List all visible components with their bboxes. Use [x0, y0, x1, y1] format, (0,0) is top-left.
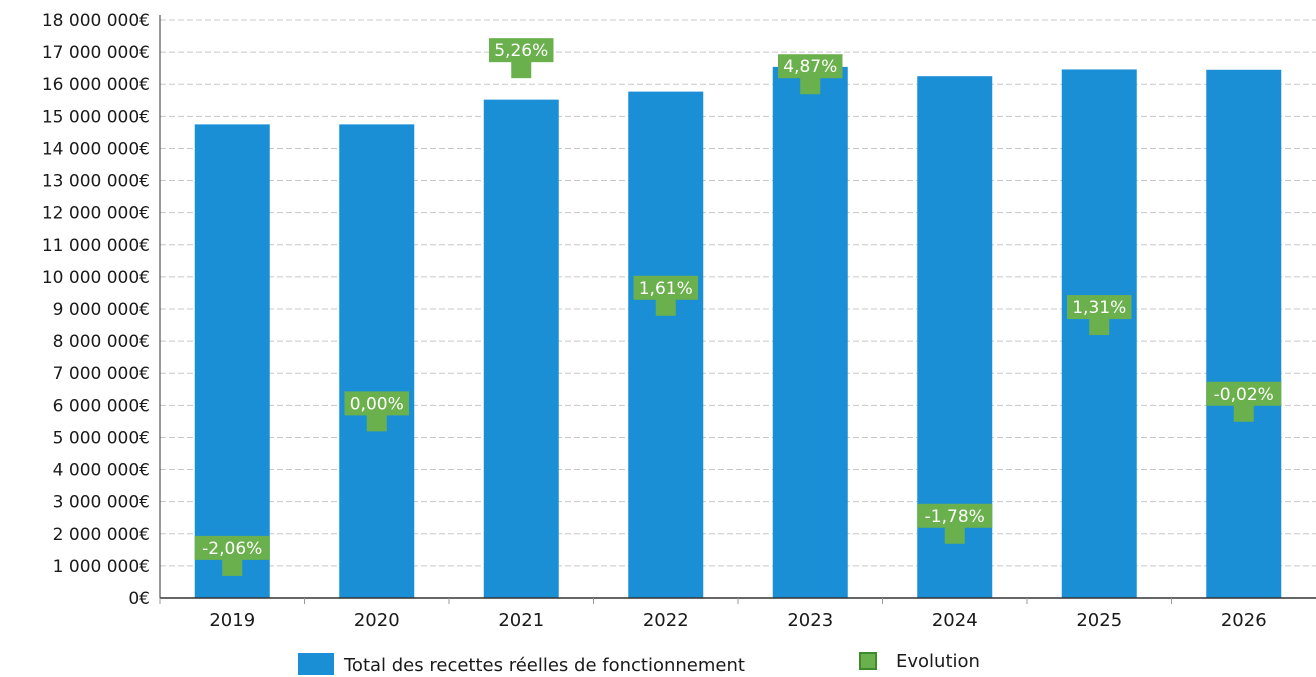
evolution-series: -2,06% 0,00% 5,26% 1,61% 4,87% -1,78% 1,31% -0,…	[194, 38, 1282, 576]
bar	[772, 66, 848, 599]
evolution-label-box	[1067, 295, 1132, 320]
y-tick-label: 11 000 000€	[42, 236, 150, 256]
y-tick-label: 15 000 000€	[42, 107, 150, 127]
evolution-marker	[1233, 403, 1254, 422]
evolution-label: -0,02%	[1214, 385, 1274, 405]
evolution-label: 4,87%	[783, 57, 837, 77]
evolution-marker	[222, 557, 243, 576]
y-tick-label: 4 000 000€	[53, 461, 150, 481]
y-tick-label: 9 000 000€	[53, 300, 150, 320]
grid-lines	[160, 19, 1316, 567]
evolution-label-box	[489, 38, 554, 63]
y-tick-label: 0€	[128, 589, 150, 609]
evolution-label: 1,31%	[1072, 298, 1126, 318]
y-tick-label: 17 000 000€	[42, 43, 150, 63]
x-axis: 2019 2020 2021 2022 2023 2024 2025 2026	[159, 15, 1316, 631]
y-tick-label: 14 000 000€	[42, 139, 150, 159]
evolution-label-box	[633, 275, 698, 300]
evolution-label: 0,00%	[350, 394, 404, 414]
x-tick-label: 2026	[1221, 610, 1267, 631]
bar	[339, 124, 415, 598]
evolution-label: -1,78%	[925, 507, 985, 527]
x-tick-label: 2024	[932, 610, 978, 631]
evolution-marker	[511, 60, 532, 79]
bar	[628, 91, 704, 598]
y-tick-label: 10 000 000€	[42, 268, 150, 288]
y-tick-label: 5 000 000€	[53, 428, 150, 448]
evolution-label-box	[194, 535, 270, 560]
y-axis: 0€ 1 000 000€ 2 000 000€ 3 000 000€ 4 000 00…	[42, 11, 150, 609]
evolution-marker	[1089, 317, 1110, 336]
bar	[483, 99, 559, 598]
legend-label-total: Total des recettes réelles de fonctionne…	[343, 655, 745, 676]
x-tick-label: 2025	[1076, 610, 1122, 631]
evolution-marker	[944, 525, 965, 544]
legend-label-evolution: Evolution	[896, 651, 980, 672]
x-tick-label: 2022	[643, 610, 689, 631]
x-tick-label: 2021	[498, 610, 544, 631]
y-tick-label: 6 000 000€	[53, 396, 150, 416]
evolution-marker	[800, 76, 821, 95]
evolution-label-box	[778, 54, 843, 79]
y-tick-label: 12 000 000€	[42, 204, 150, 224]
legend-swatch-total	[298, 653, 334, 675]
evolution-label-box	[344, 391, 409, 416]
bar-series	[194, 66, 1282, 599]
evolution-label: 5,26%	[494, 41, 548, 61]
legend-swatch-evolution	[859, 652, 877, 670]
y-tick-label: 18 000 000€	[42, 11, 150, 31]
evolution-marker	[366, 413, 387, 432]
x-tick-label: 2023	[787, 610, 833, 631]
evolution-marker	[655, 297, 676, 316]
y-tick-label: 1 000 000€	[53, 557, 150, 577]
evolution-label: 1,61%	[639, 279, 693, 299]
x-tick-label: 2020	[354, 610, 400, 631]
evolution-label-box	[917, 503, 993, 528]
y-tick-label: 8 000 000€	[53, 332, 150, 352]
bar	[194, 124, 270, 598]
y-tick-label: 16 000 000€	[42, 75, 150, 95]
legend: Total des recettes réelles de fonctionne…	[298, 651, 980, 676]
y-tick-label: 13 000 000€	[42, 172, 150, 192]
y-tick-label: 7 000 000€	[53, 364, 150, 384]
y-tick-label: 3 000 000€	[53, 493, 150, 513]
bar	[1206, 69, 1282, 599]
evolution-label-box	[1206, 381, 1282, 406]
y-tick-label: 2 000 000€	[53, 525, 150, 545]
x-tick-label: 2019	[209, 610, 255, 631]
evolution-label: -2,06%	[202, 539, 262, 559]
